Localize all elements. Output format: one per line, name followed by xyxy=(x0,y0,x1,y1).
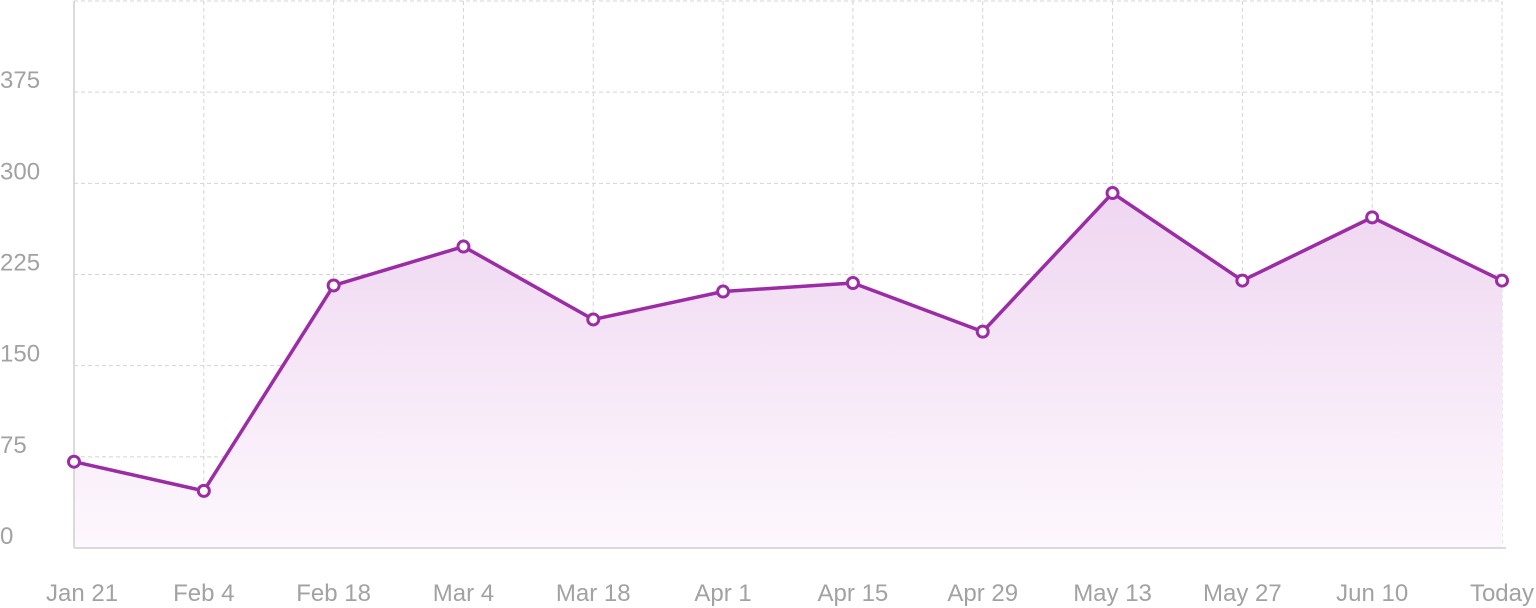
x-tick-label: Apr 15 xyxy=(818,580,889,607)
y-tick-label: 75 xyxy=(0,432,27,459)
series-line xyxy=(72,191,1504,493)
x-tick-label: Feb 4 xyxy=(173,580,234,607)
data-point[interactable] xyxy=(1235,273,1250,288)
data-point[interactable] xyxy=(1365,210,1380,225)
series-line-group xyxy=(72,191,1504,493)
data-point[interactable] xyxy=(975,324,990,339)
x-tick-label: Apr 1 xyxy=(694,580,751,607)
data-point[interactable] xyxy=(456,239,471,254)
x-tick-label: Today xyxy=(1470,580,1534,607)
data-point[interactable] xyxy=(716,284,731,299)
y-tick-label: 225 xyxy=(0,250,40,277)
y-tick-label: 150 xyxy=(0,341,40,368)
x-tick-label: Jun 10 xyxy=(1336,580,1408,607)
data-point[interactable] xyxy=(326,278,341,293)
data-point[interactable] xyxy=(1495,273,1509,288)
area-fill xyxy=(74,193,1502,548)
y-tick-label: 375 xyxy=(0,67,40,94)
x-tick-label: May 13 xyxy=(1073,580,1152,607)
x-tick-label: Mar 18 xyxy=(556,580,631,607)
x-axis-tick-labels: Jan 21 Feb 4 Feb 18 Mar 4 Mar 18 Apr 1 Apr 15 A… xyxy=(46,580,1534,607)
y-tick-label: 300 xyxy=(0,158,40,185)
x-tick-label: Jan 21 xyxy=(46,580,118,607)
data-point[interactable] xyxy=(196,483,211,498)
data-point[interactable] xyxy=(67,454,81,469)
data-point[interactable] xyxy=(845,276,860,291)
x-tick-label: Mar 4 xyxy=(433,580,494,607)
data-points xyxy=(67,186,1509,498)
y-axis-tick-labels: 0 75 150 225 300 375 xyxy=(0,67,40,550)
y-tick-label: 0 xyxy=(0,523,13,550)
x-tick-label: May 27 xyxy=(1203,580,1282,607)
x-tick-label: Apr 29 xyxy=(947,580,1018,607)
data-point[interactable] xyxy=(1105,186,1120,201)
x-tick-label: Feb 18 xyxy=(296,580,371,607)
series-area xyxy=(74,193,1502,548)
data-point[interactable] xyxy=(586,312,601,327)
